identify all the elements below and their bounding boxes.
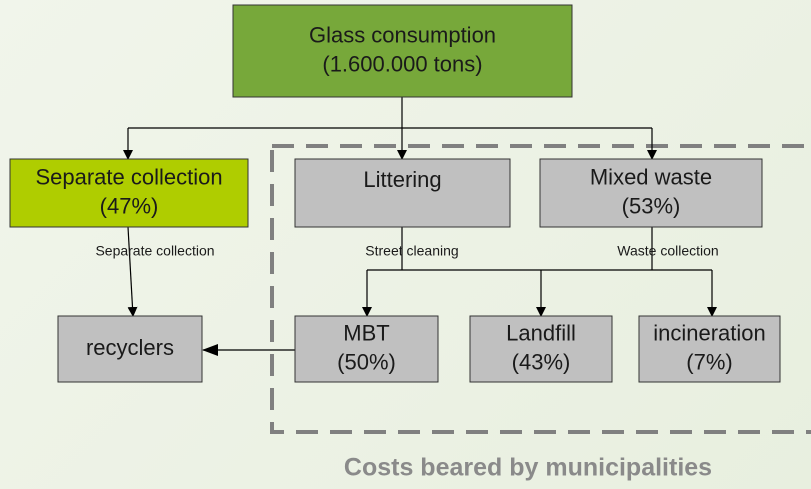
node: recyclers [57, 315, 203, 383]
node-label: Glass consumption [309, 22, 496, 47]
node: Littering [294, 158, 511, 228]
node-label: (53%) [622, 193, 681, 218]
edge-label: Street cleaning [365, 243, 458, 259]
node-box [638, 315, 781, 383]
caption: Costs beared by municipalities [344, 454, 712, 482]
edge-label: Waste collection [617, 243, 718, 259]
node-box [294, 315, 439, 383]
node-box [57, 315, 203, 383]
node-label: Separate collection [35, 164, 222, 189]
node-label: (7%) [686, 349, 732, 374]
nodes: Glass consumption (1.600.000 tons) Separat… [9, 4, 781, 383]
node-label: Littering [363, 167, 441, 192]
node-label: Landfill [506, 320, 576, 345]
node-label: recyclers [86, 335, 174, 360]
node: Landfill (43%) [469, 315, 613, 383]
edge-label: Separate collection [95, 243, 214, 259]
node-box [469, 315, 613, 383]
node-label: (47%) [100, 193, 159, 218]
node-box [294, 158, 511, 228]
node: incineration (7%) [638, 315, 781, 383]
node-label: (50%) [337, 349, 396, 374]
node-label: MBT [343, 320, 389, 345]
node-label: (1.600.000 tons) [322, 51, 482, 76]
municipal-boundary [270, 144, 811, 434]
node-box [9, 158, 249, 228]
connectors [123, 97, 717, 356]
node-label: (43%) [512, 349, 571, 374]
arrow [127, 226, 138, 317]
node: Glass consumption (1.600.000 tons) [232, 4, 573, 98]
node-box [232, 4, 573, 98]
node-box [539, 158, 763, 228]
node-label: incineration [653, 320, 766, 345]
node: Mixed waste (53%) [539, 158, 763, 228]
node: MBT (50%) [294, 315, 439, 383]
node: Separate collection (47%) [9, 158, 249, 228]
node-label: Mixed waste [590, 164, 712, 189]
